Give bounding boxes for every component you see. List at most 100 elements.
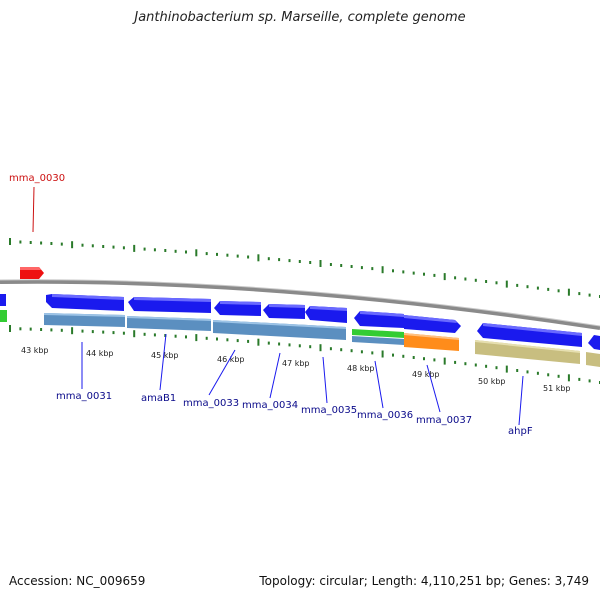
minor-tick: [40, 241, 43, 245]
gene-bar-green[interactable]: [0, 310, 7, 322]
major-tick: [195, 334, 198, 342]
gene-bar-tan[interactable]: [475, 340, 580, 364]
minor-tick: [174, 334, 177, 338]
scale-label-47: 47 kbp: [282, 359, 310, 368]
minor-tick: [288, 259, 291, 263]
gene-arrow[interactable]: [128, 297, 211, 313]
gene-label-mma-0034[interactable]: mma_0034: [242, 400, 298, 411]
accession-label: Accession: NC_009659: [9, 574, 146, 588]
gene-arrow[interactable]: [46, 294, 124, 311]
minor-tick: [102, 245, 105, 248]
map-title: Janthinobacterium sp. Marseille, complet…: [134, 10, 466, 25]
gene-mma-0030-arrow[interactable]: [20, 267, 44, 279]
scale-label-45: 45 kbp: [151, 351, 179, 360]
minor-tick: [288, 343, 291, 347]
minor-tick: [164, 334, 167, 337]
minor-tick: [464, 277, 467, 281]
minor-tick: [122, 331, 125, 335]
minor-tick: [60, 242, 63, 246]
gene-arrow[interactable]: [305, 306, 347, 323]
gene-bar-blue[interactable]: [213, 320, 346, 340]
minor-tick: [247, 255, 250, 259]
gene-bar-green[interactable]: [352, 329, 404, 338]
minor-tick: [547, 287, 550, 291]
minor-tick: [588, 379, 591, 383]
minor-tick: [29, 241, 32, 244]
gene-label-mma-0033[interactable]: mma_0033: [183, 398, 239, 409]
minor-tick: [464, 362, 467, 366]
minor-tick: [360, 266, 363, 270]
minor-tick: [226, 338, 229, 342]
minor-tick: [454, 276, 457, 280]
minor-tick: [474, 278, 477, 282]
major-tick: [195, 249, 198, 257]
minor-tick: [174, 249, 177, 253]
major-tick: [443, 357, 446, 365]
minor-tick: [526, 285, 529, 289]
major-tick: [71, 327, 74, 335]
minor-tick: [112, 331, 115, 335]
gene-bar-blue[interactable]: [44, 313, 125, 327]
minor-tick: [91, 244, 94, 248]
minor-tick: [423, 357, 425, 361]
minor-tick: [495, 281, 498, 285]
gene-label-amaB1[interactable]: amaB1: [141, 393, 176, 404]
minor-tick: [547, 373, 550, 377]
minor-tick: [485, 364, 488, 368]
gene-bar-blue[interactable]: [352, 336, 404, 345]
minor-tick: [536, 286, 539, 290]
gene-bar-blue[interactable]: [127, 316, 211, 331]
gene-arrow[interactable]: [588, 335, 600, 350]
gene-label-leader-red: [32, 186, 35, 233]
minor-tick: [298, 344, 301, 348]
gene-arrow-ahpF[interactable]: [477, 323, 582, 347]
minor-tick: [216, 252, 218, 256]
scale-label-50: 50 kbp: [478, 377, 506, 386]
minor-tick: [278, 342, 281, 346]
minor-tick: [298, 260, 301, 263]
minor-tick: [578, 377, 581, 381]
genome-backbone: [0, 279, 600, 330]
gene-bar-tan[interactable]: [586, 352, 600, 367]
minor-tick: [516, 283, 519, 287]
gene-arrow[interactable]: [214, 301, 261, 316]
minor-tick: [309, 345, 312, 349]
gene-arrow[interactable]: [263, 304, 305, 319]
minor-tick: [153, 333, 156, 337]
major-tick: [319, 260, 322, 267]
minor-tick: [340, 264, 343, 267]
minor-tick: [329, 263, 332, 266]
minor-tick: [578, 292, 581, 296]
minor-tick: [526, 370, 529, 374]
minor-tick: [474, 363, 477, 367]
gene-bar-orange[interactable]: [404, 333, 459, 351]
minor-tick: [153, 248, 156, 252]
minor-tick: [236, 339, 239, 343]
minor-tick: [423, 272, 425, 276]
minor-tick: [102, 330, 105, 334]
gene-arrow[interactable]: [0, 294, 6, 306]
gene-label-mma-0030[interactable]: mma_0030: [9, 173, 65, 184]
major-tick: [9, 325, 11, 332]
genome-summary: Topology: circular; Length: 4,110,251 bp…: [259, 574, 589, 588]
gene-arrow[interactable]: [354, 311, 404, 328]
minor-tick: [19, 327, 22, 331]
gene-label-mma-0035[interactable]: mma_0035: [301, 405, 357, 416]
scale-label-46: 46 kbp: [217, 355, 245, 364]
major-tick: [257, 338, 260, 346]
scale-label-43: 43 kbp: [21, 346, 49, 355]
minor-tick: [402, 270, 405, 274]
minor-tick: [340, 348, 343, 352]
gene-label-leaders: [81, 333, 524, 426]
gene-label-mma-0037[interactable]: mma_0037: [416, 415, 472, 426]
gene-label-mma-0036[interactable]: mma_0036: [357, 410, 413, 421]
minor-tick: [433, 273, 436, 277]
major-tick: [319, 344, 322, 352]
gene-label-ahpF[interactable]: ahpF: [508, 426, 533, 437]
gene-arrow[interactable]: [404, 315, 461, 333]
major-tick: [133, 244, 136, 252]
gene-label-mma-0031[interactable]: mma_0031: [56, 391, 112, 402]
minor-tick: [205, 336, 208, 340]
minor-tick: [371, 267, 374, 271]
